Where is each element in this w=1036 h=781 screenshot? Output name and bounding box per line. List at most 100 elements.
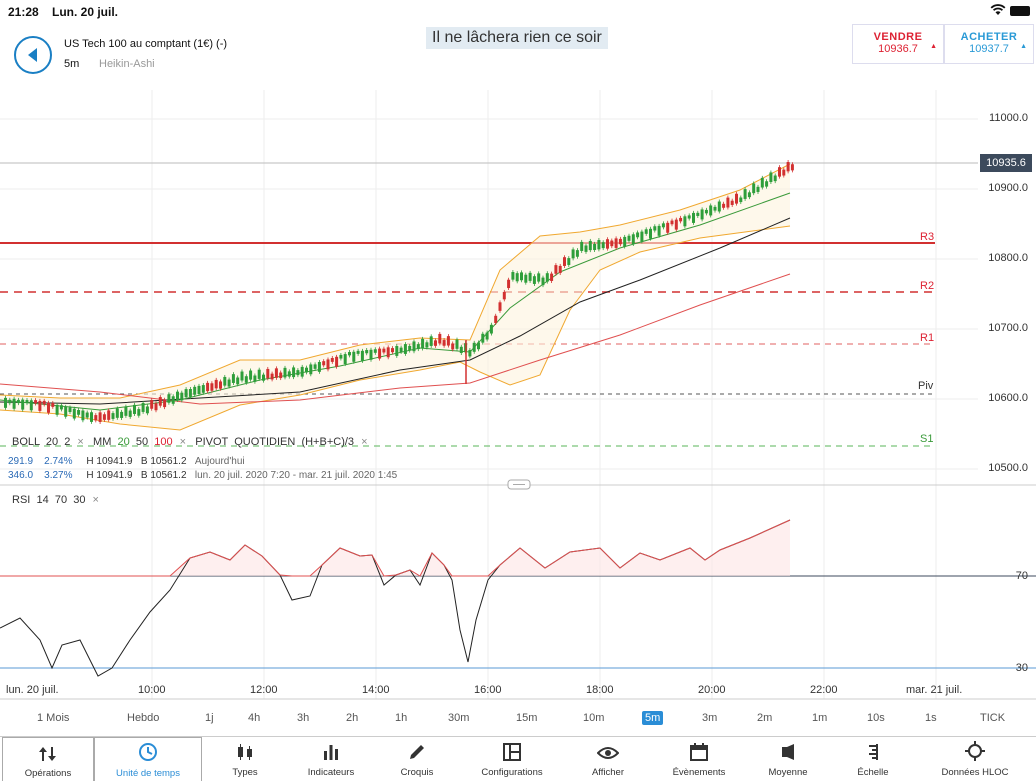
candlestick-icon	[205, 737, 285, 761]
candle-body	[214, 379, 218, 389]
candle-body	[722, 203, 726, 208]
timeframe-2h[interactable]: 2h	[346, 712, 359, 724]
candle-body	[726, 197, 730, 208]
candle-body	[623, 236, 627, 247]
candle-body	[81, 410, 85, 421]
candle-body	[257, 369, 261, 379]
candle-body	[219, 381, 222, 389]
timeframe-2m[interactable]: 2m	[757, 712, 773, 724]
timeframe-3h[interactable]: 3h	[297, 712, 310, 724]
candle-body	[283, 367, 287, 378]
battery-icon	[1010, 6, 1030, 16]
toolbar-time-unit[interactable]: Unité de temps	[94, 737, 202, 781]
candle-body	[42, 400, 46, 405]
candle-body	[679, 217, 683, 222]
candle-body	[580, 241, 584, 251]
candle-body	[670, 220, 674, 225]
ruler-icon	[840, 737, 906, 761]
candle-body	[391, 348, 394, 353]
timeframe-4h[interactable]: 4h	[248, 712, 261, 724]
timeframe-1s[interactable]: 1s	[925, 712, 937, 724]
remove-mm-icon[interactable]: ×	[179, 436, 187, 448]
candle-body	[223, 376, 227, 386]
toolbar-label: Configurations	[481, 767, 543, 778]
candle-body	[584, 245, 588, 252]
toolbar-configurations[interactable]: Configurations	[466, 737, 558, 781]
candle-body	[317, 361, 321, 372]
toolbar-label: Évènements	[672, 767, 726, 778]
toolbar-label: Échelle	[857, 767, 889, 778]
candle-body	[154, 403, 158, 411]
timeframe-1j[interactable]: 1j	[205, 712, 214, 724]
candle-body	[176, 391, 179, 400]
toolbar-label: Indicateurs	[307, 767, 355, 778]
candle-body	[300, 366, 304, 377]
candle-body	[386, 347, 390, 358]
stat-points: 346.0	[8, 470, 34, 481]
toolbar-events[interactable]: Évènements	[660, 737, 738, 781]
pivot-r1-label: R1	[920, 332, 935, 344]
toolbar-hloc-data[interactable]: Données HLOC	[930, 737, 1020, 781]
toolbar-label: Données HLOC	[941, 767, 1009, 778]
boll-stddev: 2	[64, 436, 71, 448]
candle-body	[661, 223, 665, 228]
stat-points: 291.9	[8, 456, 34, 467]
candle-body	[279, 372, 283, 379]
timeframe-30m[interactable]: 30m	[448, 712, 470, 724]
candle-body	[266, 368, 270, 379]
remove-boll-icon[interactable]: ×	[77, 436, 84, 448]
candle-body	[244, 376, 248, 383]
candle-body	[618, 238, 622, 245]
timeframe-tick[interactable]: TICK	[980, 712, 1006, 724]
timeframe-10m[interactable]: 10m	[583, 712, 605, 724]
timeframe-1-mois[interactable]: 1 Mois	[37, 712, 70, 724]
candle-body	[653, 226, 657, 231]
toolbar-scale[interactable]: Échelle	[840, 737, 906, 781]
remove-rsi-icon[interactable]: ×	[92, 494, 99, 506]
timeframe-5m[interactable]: 5m	[642, 711, 664, 725]
candle-body	[133, 404, 136, 414]
toolbar-label: Afficher	[591, 767, 625, 778]
candle-body	[51, 402, 55, 407]
buy-button[interactable]: ACHETER 10937.7 ▲	[944, 24, 1034, 64]
candle-body	[429, 336, 433, 346]
timeframe-15m[interactable]: 15m	[516, 712, 538, 724]
candle-body	[120, 411, 124, 418]
candle-body	[150, 399, 154, 409]
candle-body	[593, 243, 597, 251]
candle-body	[520, 272, 523, 281]
timeframe-hebdo[interactable]: Hebdo	[127, 712, 160, 724]
candle-body	[330, 357, 334, 362]
candle-body	[550, 273, 554, 281]
candle-body	[421, 338, 425, 349]
candle-body	[773, 175, 777, 182]
toolbar-sketch[interactable]: Croquis	[378, 737, 456, 781]
sell-button[interactable]: VENDRE 10936.7 ▲	[852, 24, 944, 64]
candle-body	[193, 386, 197, 395]
candle-body	[537, 273, 541, 282]
up-triangle-icon: ▲	[1020, 43, 1027, 50]
back-button[interactable]	[14, 36, 52, 74]
timeframe-bar: 1 Mois Hebdo 1j 4h 3h 2h 1h 30m 15m 10m …	[0, 705, 1036, 733]
toolbar-types[interactable]: Types	[205, 737, 285, 781]
candles	[4, 160, 794, 424]
toolbar-operations[interactable]: Opérations	[2, 737, 94, 781]
timeframe-1m[interactable]: 1m	[812, 712, 828, 724]
candle-body	[188, 388, 192, 397]
candle-body	[657, 225, 661, 236]
remove-pivot-icon[interactable]: ×	[361, 436, 368, 448]
candle-body	[567, 258, 571, 265]
timeframe-1h[interactable]: 1h	[395, 712, 408, 724]
candle-body	[34, 400, 38, 404]
toolbar-average[interactable]: Moyenne	[752, 737, 824, 781]
toolbar-indicators[interactable]: Indicateurs	[290, 737, 372, 781]
candle-body	[459, 346, 463, 354]
toolbar-display[interactable]: Afficher	[572, 737, 644, 781]
time-tick: 14:00	[362, 684, 390, 696]
candle-body	[352, 351, 356, 362]
timeframe-3m[interactable]: 3m	[702, 712, 718, 724]
timeframe-10s[interactable]: 10s	[867, 712, 885, 724]
candle-body	[696, 212, 700, 216]
candle-body	[305, 367, 308, 373]
